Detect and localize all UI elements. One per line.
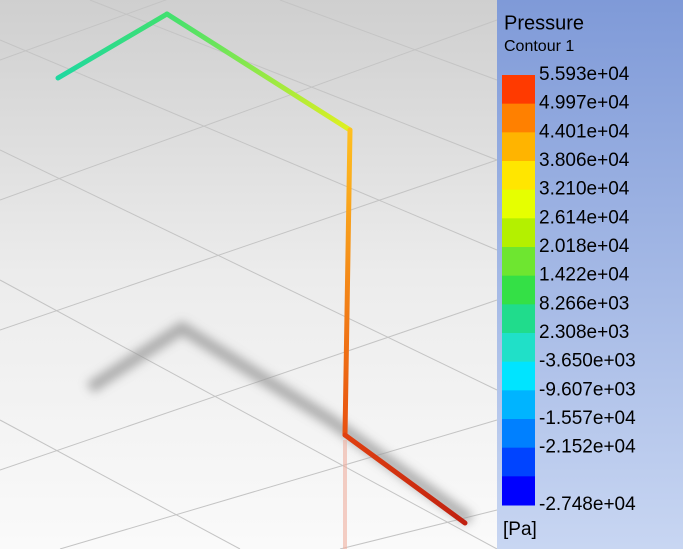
legend-label: 4.401e+04 [539,121,630,142]
color-band [502,304,535,333]
legend-label: -2.748e+04 [539,494,636,515]
color-band [502,390,535,419]
color-band [502,476,535,505]
legend-label: -9.607e+03 [539,379,636,400]
color-band [502,104,535,133]
color-band [502,75,535,104]
legend-label: -1.557e+04 [539,408,636,429]
color-band [502,276,535,305]
color-band [502,190,535,219]
color-band [502,419,535,448]
legend-label: 1.422e+04 [539,265,630,286]
color-band [502,448,535,477]
legend-label: 3.210e+04 [539,179,630,200]
color-band [502,161,535,190]
color-band [502,333,535,362]
color-band [502,247,535,276]
legend-label: 2.308e+03 [539,322,629,343]
legend-label: 2.614e+04 [539,207,630,228]
color-band [502,362,535,391]
legend-unit: [Pa] [503,519,537,540]
legend-label: 8.266e+03 [539,293,629,314]
color-band [502,132,535,161]
legend-label: -3.650e+03 [539,351,636,372]
legend-label: 4.997e+04 [539,93,630,114]
legend-title: Pressure [504,12,584,34]
legend-label: 2.018e+04 [539,236,630,257]
legend-label: -2.152e+04 [539,437,636,458]
viewport [0,0,497,549]
color-band [502,218,535,247]
screen: Pressure Contour 1 5.593e+04 4.997e+04 4.4… [0,0,683,549]
legend-subtitle: Contour 1 [504,38,574,55]
legend-label: 5.593e+04 [539,64,630,85]
legend-label: 3.806e+04 [539,150,630,171]
